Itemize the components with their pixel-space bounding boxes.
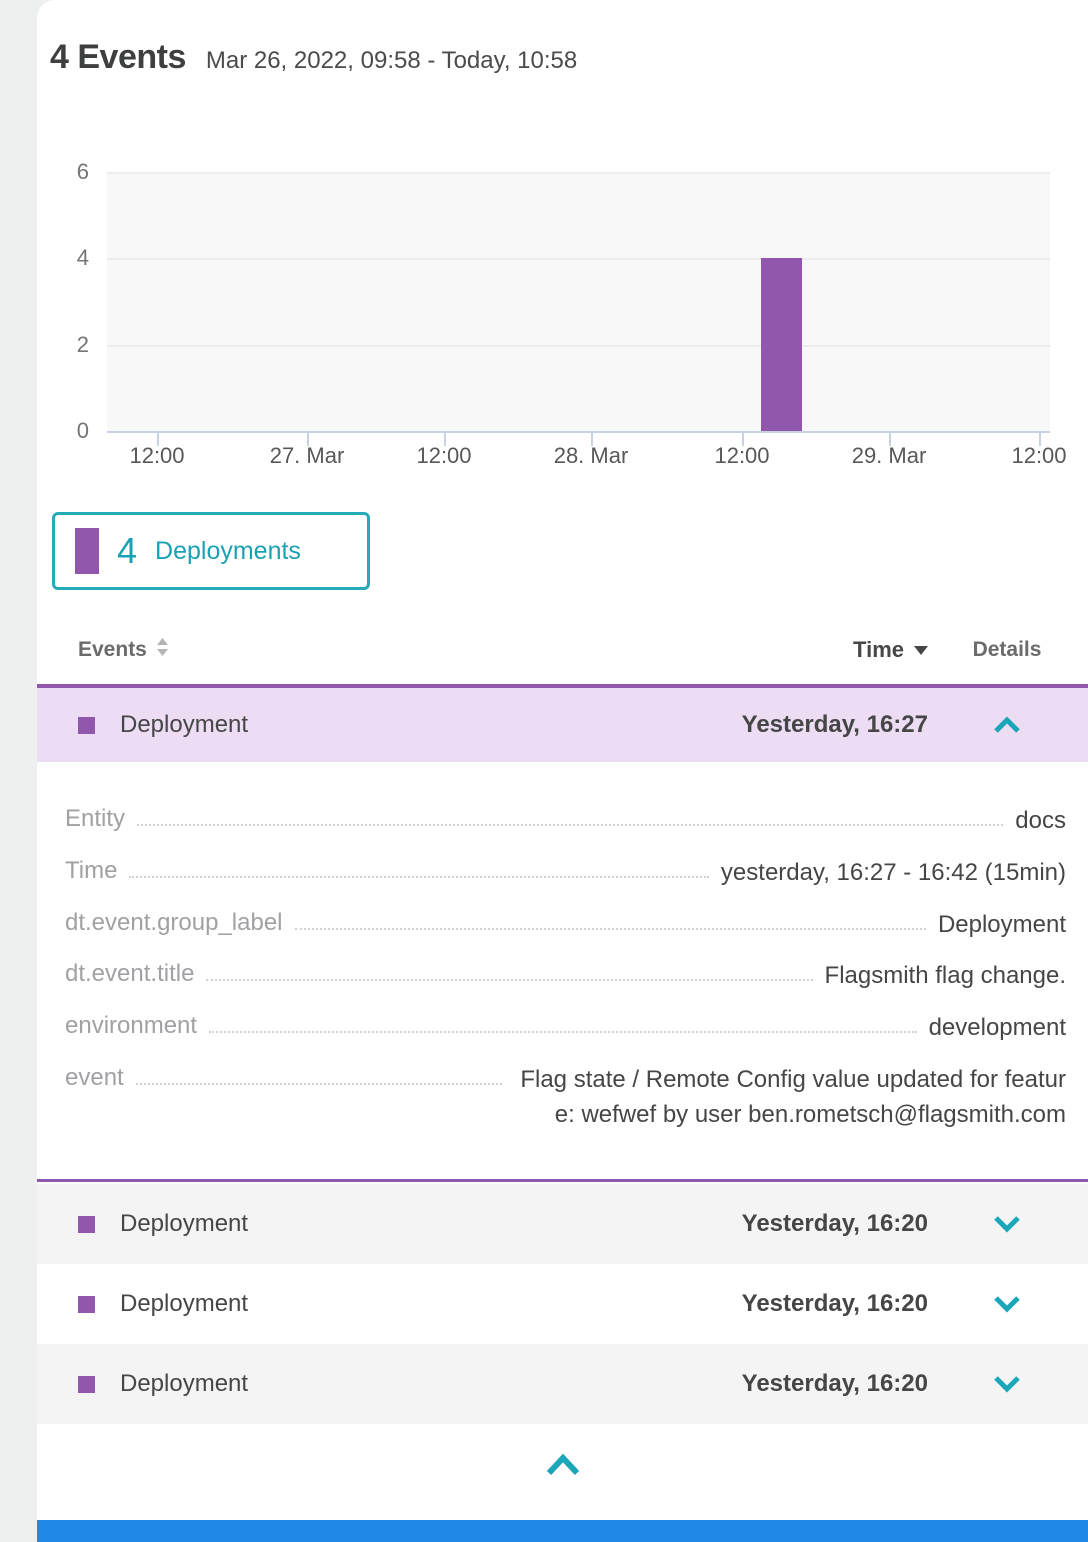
deployment-square-icon bbox=[78, 716, 95, 734]
expand-row-button[interactable] bbox=[948, 1294, 1066, 1314]
detail-label: event bbox=[65, 1063, 124, 1091]
legend-count: 4 bbox=[117, 530, 138, 571]
dotted-leader bbox=[135, 1063, 502, 1085]
events-table-header: Events Time Details bbox=[78, 630, 1066, 670]
chevron-up-icon bbox=[994, 716, 1020, 733]
expand-row-button[interactable] bbox=[948, 1374, 1066, 1394]
event-time: Yesterday, 16:20 bbox=[741, 1370, 928, 1397]
x-tick-label: 12:00 bbox=[129, 443, 185, 468]
dotted-leader bbox=[294, 908, 926, 930]
events-card: 4 Events Mar 26, 2022, 09:58 - Today, 10… bbox=[37, 0, 1088, 1542]
deployment-square-icon bbox=[78, 1215, 95, 1233]
x-tick-mark bbox=[444, 431, 446, 446]
x-axis-line bbox=[107, 431, 1050, 433]
event-type-label: Deployment bbox=[120, 1290, 249, 1317]
x-tick-mark bbox=[157, 431, 159, 446]
column-header-details: Details bbox=[972, 638, 1042, 661]
chevron-up-icon bbox=[546, 1453, 579, 1476]
detail-label: Time bbox=[65, 856, 118, 884]
detail-label: environment bbox=[65, 1012, 198, 1040]
detail-row: dt.event.group_label Deployment bbox=[65, 908, 1066, 943]
legend-label: Deployments bbox=[155, 536, 301, 565]
detail-label: dt.event.group_label bbox=[65, 908, 283, 936]
event-row-expanded[interactable]: Deployment Yesterday, 16:27 bbox=[37, 684, 1088, 762]
sort-icon bbox=[156, 637, 169, 663]
event-row[interactable]: Deployment Yesterday, 16:20 bbox=[37, 1264, 1088, 1344]
x-tick-mark bbox=[307, 431, 309, 446]
x-tick-label: 12:00 bbox=[714, 443, 770, 468]
event-row[interactable]: Deployment Yesterday, 16:20 bbox=[37, 1344, 1088, 1424]
y-tick-4: 4 bbox=[76, 245, 89, 270]
detail-row: environment development bbox=[65, 1011, 1066, 1046]
event-type-label: Deployment bbox=[120, 711, 249, 738]
events-count-title: 4 Events bbox=[50, 38, 186, 76]
y-tick-2: 2 bbox=[76, 332, 89, 357]
gridline-2 bbox=[107, 345, 1050, 347]
collapse-row-button[interactable] bbox=[948, 715, 1066, 735]
event-details-panel: Entity docs Time yesterday, 16:27 - 16:4… bbox=[37, 762, 1088, 1182]
panel-header: 4 Events Mar 26, 2022, 09:58 - Today, 10… bbox=[50, 38, 577, 77]
collapse-list-button[interactable] bbox=[543, 1452, 583, 1478]
detail-value: Deployment bbox=[937, 910, 1066, 938]
event-row[interactable]: Deployment Yesterday, 16:20 bbox=[37, 1184, 1088, 1264]
events-column-label: Events bbox=[78, 638, 147, 661]
detail-value: Flag state / Remote Config value updated… bbox=[520, 1065, 1066, 1128]
chevron-down-icon bbox=[994, 1376, 1020, 1393]
x-tick-mark bbox=[1039, 431, 1041, 446]
x-tick-mark bbox=[742, 431, 744, 446]
caret-down-icon bbox=[914, 645, 928, 655]
x-tick-label: 28. Mar bbox=[553, 443, 629, 468]
dotted-leader bbox=[209, 1011, 917, 1034]
detail-label: Entity bbox=[65, 805, 126, 832]
x-tick-label: 12:00 bbox=[1011, 443, 1067, 468]
column-header-events[interactable]: Events bbox=[78, 637, 169, 663]
gridline-4 bbox=[107, 258, 1050, 260]
detail-row: Time yesterday, 16:27 - 16:42 (15min) bbox=[65, 856, 1066, 891]
bottom-blue-bar bbox=[37, 1520, 1088, 1542]
dotted-leader bbox=[206, 959, 813, 982]
detail-row: Entity docs bbox=[65, 804, 1066, 839]
expand-row-button[interactable] bbox=[948, 1214, 1066, 1234]
gridline-6 bbox=[107, 172, 1050, 174]
x-tick-label: 12:00 bbox=[416, 443, 472, 468]
legend-deployments-toggle[interactable]: 4 Deployments bbox=[52, 512, 370, 590]
x-tick-mark bbox=[889, 431, 891, 446]
event-type-label: Deployment bbox=[120, 1210, 249, 1237]
event-time: Yesterday, 16:20 bbox=[741, 1290, 928, 1317]
x-tick-label: 27. Mar bbox=[269, 443, 345, 468]
event-type-label: Deployment bbox=[120, 1370, 249, 1397]
detail-row: event Flag state / Remote Config value u… bbox=[65, 1063, 1066, 1133]
chevron-down-icon bbox=[994, 1216, 1020, 1233]
detail-value: yesterday, 16:27 - 16:42 (15min) bbox=[720, 858, 1066, 886]
deployment-square-icon bbox=[78, 1375, 95, 1393]
event-time: Yesterday, 16:27 bbox=[741, 711, 928, 738]
y-tick-6: 6 bbox=[76, 159, 89, 184]
dotted-leader bbox=[137, 804, 1004, 826]
detail-value: development bbox=[928, 1014, 1066, 1042]
detail-label: dt.event.title bbox=[65, 960, 195, 988]
x-tick-label: 29. Mar bbox=[851, 443, 927, 468]
detail-value: Flagsmith flag change. bbox=[824, 962, 1066, 990]
y-tick-0: 0 bbox=[76, 418, 89, 443]
page-gutter bbox=[0, 0, 37, 1542]
deployment-square-icon bbox=[78, 1295, 95, 1313]
chart-plot-area bbox=[107, 172, 1050, 446]
chevron-down-icon bbox=[994, 1296, 1020, 1313]
deployments-swatch bbox=[75, 528, 99, 574]
detail-row: dt.event.title Flagsmith flag change. bbox=[65, 959, 1066, 994]
detail-value: docs bbox=[1015, 807, 1066, 834]
time-range-label: Mar 26, 2022, 09:58 - Today, 10:58 bbox=[205, 47, 578, 74]
dotted-leader bbox=[129, 856, 709, 878]
x-tick-mark bbox=[591, 431, 593, 446]
time-column-label: Time bbox=[853, 637, 904, 662]
event-time: Yesterday, 16:20 bbox=[741, 1210, 928, 1237]
column-header-time[interactable]: Time bbox=[853, 637, 928, 663]
chart-bar[interactable] bbox=[761, 258, 802, 431]
